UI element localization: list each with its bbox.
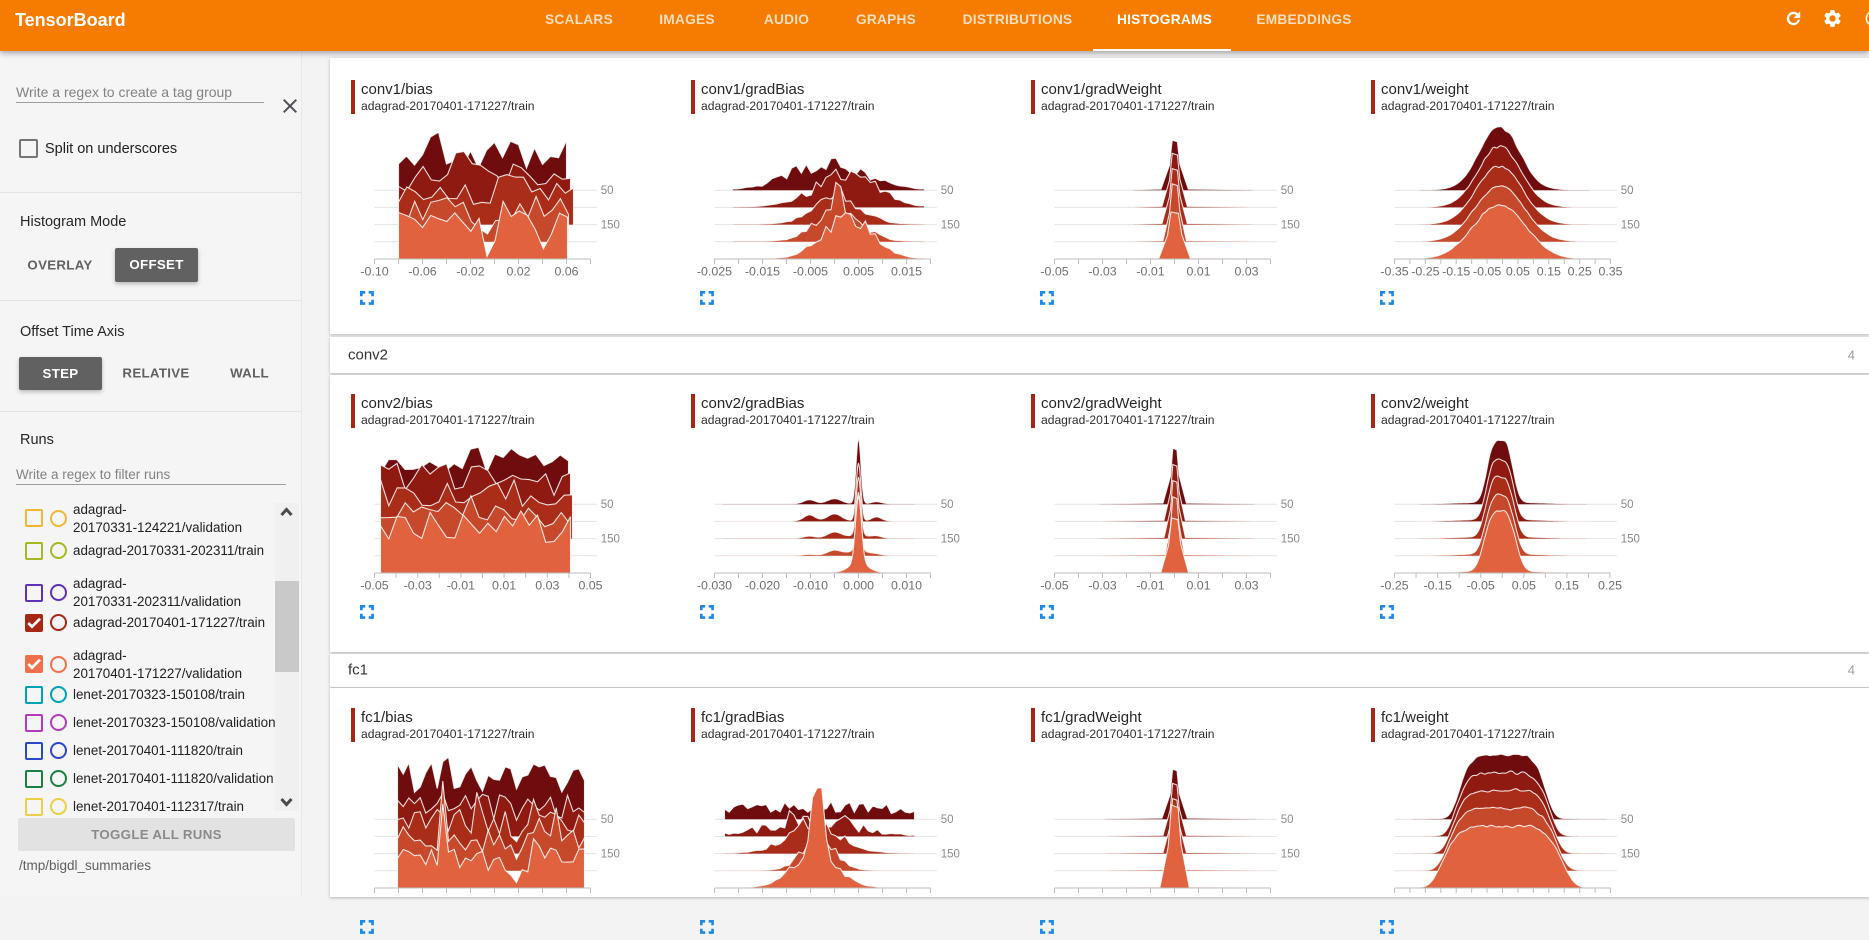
svg-text:50: 50 [601,499,614,511]
svg-text:50: 50 [1281,185,1294,197]
svg-text:-0.010: -0.010 [793,579,828,593]
svg-text:150: 150 [1621,848,1640,860]
svg-text:0.05: 0.05 [1506,265,1530,279]
svg-text:50: 50 [1621,185,1634,197]
svg-text:0.05: 0.05 [578,579,602,593]
svg-text:150: 150 [941,848,960,860]
svg-text:-0.05: -0.05 [1473,265,1501,279]
svg-text:0.01: 0.01 [1186,579,1210,593]
svg-text:-0.03: -0.03 [1088,579,1116,593]
svg-text:-0.020: -0.020 [745,579,780,593]
svg-text:-0.02: -0.02 [456,265,484,279]
svg-text:-0.15: -0.15 [1442,265,1470,279]
svg-text:0.005: 0.005 [843,265,874,279]
svg-text:150: 150 [601,534,620,546]
svg-text:150: 150 [601,848,620,860]
svg-text:150: 150 [1621,534,1640,546]
svg-text:-0.030: -0.030 [697,579,732,593]
svg-text:-0.025: -0.025 [697,265,732,279]
svg-text:50: 50 [601,814,614,826]
svg-text:0.15: 0.15 [1555,579,1579,593]
svg-text:-0.06: -0.06 [408,265,436,279]
svg-text:0.03: 0.03 [535,579,559,593]
svg-text:150: 150 [1281,534,1300,546]
svg-text:150: 150 [1621,220,1640,232]
svg-text:-0.25: -0.25 [1411,265,1439,279]
svg-text:150: 150 [941,220,960,232]
svg-text:50: 50 [941,499,954,511]
svg-text:50: 50 [601,185,614,197]
svg-text:150: 150 [1281,220,1300,232]
svg-text:-0.015: -0.015 [745,265,780,279]
svg-text:0.000: 0.000 [843,579,874,593]
svg-text:0.15: 0.15 [1537,265,1561,279]
svg-text:0.03: 0.03 [1234,579,1258,593]
svg-text:-0.03: -0.03 [404,579,432,593]
svg-text:0.25: 0.25 [1568,265,1592,279]
svg-text:0.010: 0.010 [891,579,922,593]
svg-text:0.03: 0.03 [1234,265,1258,279]
svg-text:-0.03: -0.03 [1088,265,1116,279]
svg-text:0.05: 0.05 [1512,579,1536,593]
svg-text:50: 50 [941,814,954,826]
svg-text:-0.35: -0.35 [1380,265,1408,279]
svg-text:50: 50 [1281,814,1294,826]
svg-text:-0.05: -0.05 [1040,579,1068,593]
svg-text:-0.05: -0.05 [1467,579,1495,593]
svg-text:-0.005: -0.005 [793,265,828,279]
svg-text:150: 150 [1281,848,1300,860]
svg-text:-0.01: -0.01 [1136,265,1164,279]
svg-text:50: 50 [1281,499,1294,511]
svg-text:0.06: 0.06 [554,265,578,279]
svg-text:-0.01: -0.01 [447,579,475,593]
svg-text:150: 150 [601,220,620,232]
svg-text:50: 50 [941,185,954,197]
svg-text:50: 50 [1621,499,1634,511]
svg-text:150: 150 [941,534,960,546]
svg-text:-0.15: -0.15 [1423,579,1451,593]
svg-text:0.02: 0.02 [506,265,530,279]
svg-text:0.35: 0.35 [1598,265,1622,279]
svg-text:-0.05: -0.05 [360,579,388,593]
svg-text:0.01: 0.01 [492,579,516,593]
svg-text:0.01: 0.01 [1186,265,1210,279]
svg-text:0.015: 0.015 [891,265,922,279]
svg-text:-0.25: -0.25 [1380,579,1408,593]
svg-text:-0.01: -0.01 [1136,579,1164,593]
svg-text:-0.05: -0.05 [1040,265,1068,279]
svg-text:-0.10: -0.10 [360,265,388,279]
svg-text:50: 50 [1621,814,1634,826]
svg-text:0.25: 0.25 [1598,579,1622,593]
